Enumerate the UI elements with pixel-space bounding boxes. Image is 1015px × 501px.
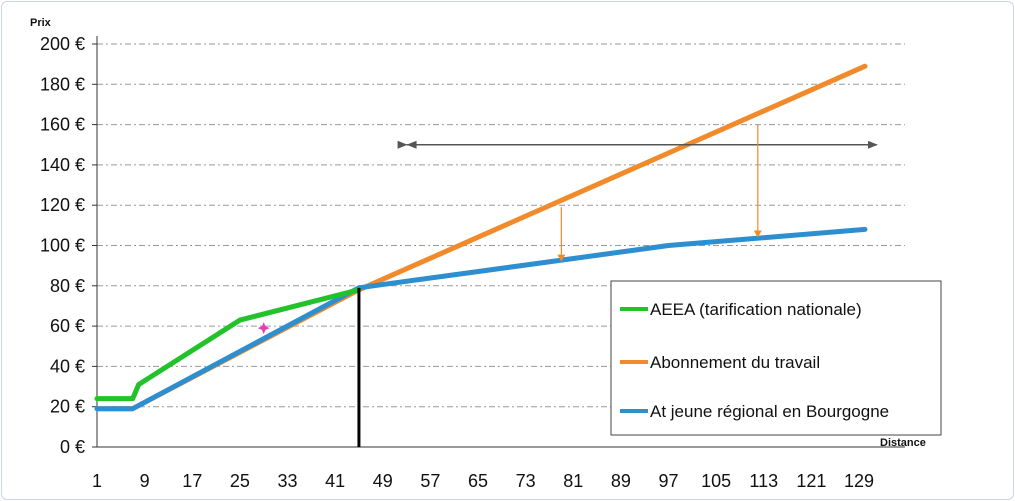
x-tick-label-121: 121 <box>796 471 826 491</box>
x-tick-label-49: 49 <box>373 471 393 491</box>
y-tick-label-180: 180 € <box>40 74 85 94</box>
legend: AEEA (tarification nationale) Abonnement… <box>610 280 942 436</box>
x-tick-label-65: 65 <box>468 471 488 491</box>
x-tick-label-57: 57 <box>420 471 440 491</box>
axes <box>92 36 905 448</box>
x-tick-label-1: 1 <box>92 471 102 491</box>
y-tick-label-160: 160 € <box>40 115 85 135</box>
x-tick-label-89: 89 <box>611 471 631 491</box>
x-tick-label-41: 41 <box>325 471 345 491</box>
legend-label-aeea: AEEA (tarification nationale) <box>650 300 862 319</box>
y-tick-label-0: 0 € <box>60 437 85 457</box>
x-axis-title: Distance <box>880 437 926 449</box>
down-arrow-head-1 <box>753 230 762 238</box>
annotations <box>257 124 878 447</box>
x-tick-label-25: 25 <box>230 471 250 491</box>
x-tick-label-97: 97 <box>658 471 678 491</box>
star-marker <box>257 322 270 335</box>
legend-label-at-jeune: At jeune régional en Bourgogne <box>650 402 889 421</box>
y-tick-label-60: 60 € <box>50 316 85 336</box>
y-tick-label-80: 80 € <box>50 276 85 296</box>
x-tick-label-105: 105 <box>701 471 731 491</box>
y-tick-label-140: 140 € <box>40 155 85 175</box>
x-tick-label-113: 113 <box>749 471 778 491</box>
y-tick-label-40: 40 € <box>50 356 85 376</box>
y-tick-label-100: 100 € <box>40 236 85 256</box>
x-tick-label-33: 33 <box>277 471 297 491</box>
double-arrow-left-head <box>406 140 417 149</box>
x-tick-label-81: 81 <box>563 471 583 491</box>
x-tick-label-17: 17 <box>182 471 202 491</box>
down-arrow-head-0 <box>557 254 566 262</box>
legend-label-abonnement: Abonnement du travail <box>650 353 820 372</box>
tick-labels: 0 € 20 € 40 € 60 € 80 € 100 € 120 € 140 € 160 € 1… <box>40 34 874 491</box>
x-tick-label-9: 9 <box>140 471 150 491</box>
x-tick-label-73: 73 <box>516 471 536 491</box>
x-tick-label-129: 129 <box>844 471 874 491</box>
series-line-aeea <box>94 287 362 402</box>
y-axis-title: Prix <box>30 17 52 29</box>
legend-box <box>610 280 942 436</box>
series-lines <box>94 63 868 412</box>
y-tick-label-200: 200 € <box>40 34 85 54</box>
y-tick-label-20: 20 € <box>50 397 85 417</box>
y-tick-label-120: 120 € <box>40 195 85 215</box>
